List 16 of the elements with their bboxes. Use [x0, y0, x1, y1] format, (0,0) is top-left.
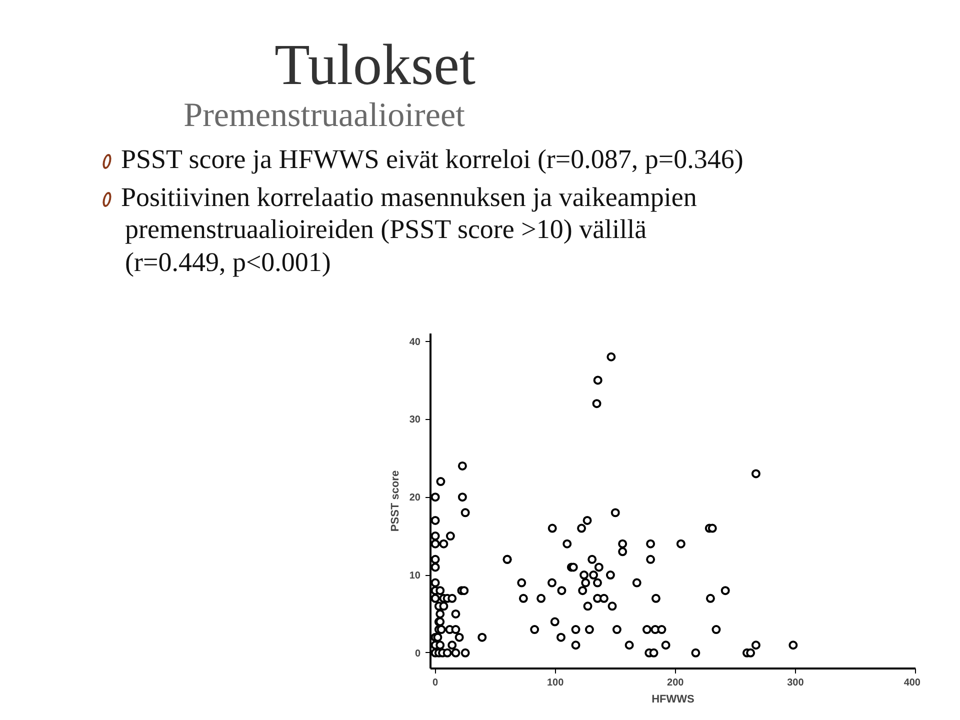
x-tick-label: 100	[547, 678, 564, 688]
y-tick-label: 30	[409, 414, 421, 426]
x-tick-label: 400	[904, 678, 921, 688]
text: PSST score ja HFWWS eivät korreloi (r=0.087, p=0.346)	[120, 142, 744, 176]
x-tick-label: 0	[432, 678, 439, 688]
x-tick-label: 300	[787, 678, 804, 688]
x-tick-label: 200	[667, 678, 684, 688]
y-tick-label: 0	[414, 648, 421, 660]
y-tick-label: 20	[409, 492, 421, 504]
y-tick-label: 10	[409, 570, 421, 582]
chart-subtitle: Premenstruaalioireet	[182, 96, 466, 136]
chart-title: Tulokset	[274, 32, 476, 97]
x-axis-title: HFWWS	[652, 694, 694, 706]
y-axis-title: PSST score	[389, 470, 402, 532]
y-tick-label: 40	[409, 336, 421, 348]
text: Positiivinen korrelaatio masennuksen ja vaikeampien premenstruaalioireiden (PSST score >10) välillä (r=0.449, p<0.001)	[120, 181, 698, 278]
